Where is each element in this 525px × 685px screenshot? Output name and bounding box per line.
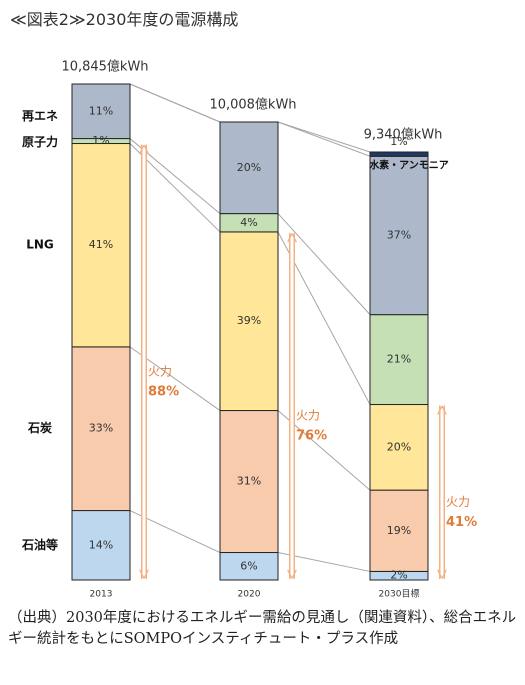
connector-line xyxy=(277,121,371,153)
category-label: 2013 xyxy=(90,590,113,600)
series-name-label: 石炭 xyxy=(27,420,52,435)
data-label: 41% xyxy=(89,238,113,251)
connector-line xyxy=(277,121,371,157)
data-label: 20% xyxy=(387,440,411,453)
series-name-label: 再エネ xyxy=(22,109,58,123)
total-label: 10,008億kWh xyxy=(209,97,296,113)
data-label: 33% xyxy=(89,422,113,435)
series-name-label: 原子力 xyxy=(22,134,58,149)
connector-line xyxy=(129,83,221,123)
bar-segment-2013-LNG xyxy=(71,143,131,348)
bar-segment-2030目標-石炭 xyxy=(369,489,429,572)
series-name-label: LNG xyxy=(26,238,54,252)
thermal-value: 88% xyxy=(148,384,179,399)
data-label: 39% xyxy=(237,314,261,327)
total-label: 10,845億kWh xyxy=(61,59,148,75)
annotation-label: 水素・アンモニア xyxy=(368,158,449,171)
series-name-label: 石油等 xyxy=(21,537,58,552)
chart-title: ≪図表2≫2030年度の電源構成 xyxy=(10,10,239,29)
bar-segment-2030目標-LNG xyxy=(369,404,429,491)
thermal-label: 火力 xyxy=(296,408,320,422)
bar-segment-2030目標-再エネ xyxy=(369,155,429,316)
source-note: （出典）2030年度におけるエネルギー需給の見通し（関連資料）、総合エネルギー統… xyxy=(8,610,517,647)
data-label: 1% xyxy=(92,134,109,147)
stacked-bar-chart: 14% 33% 41% 1% 11% 10,845億kWh 2013 6% 31% 39% 4% 20… xyxy=(21,59,477,600)
bar-segment-2020-LNG xyxy=(219,231,279,412)
data-label: 14% xyxy=(89,538,113,551)
data-label: 19% xyxy=(387,524,411,537)
bar-segment-2020-再エネ xyxy=(219,121,279,215)
bar-segment-2013-石油等 xyxy=(71,510,131,581)
data-label: 2% xyxy=(390,569,407,582)
data-label: 20% xyxy=(237,161,261,174)
data-label: 21% xyxy=(387,353,411,366)
bar-segment-2013-石炭 xyxy=(71,346,131,512)
data-label: 1% xyxy=(390,135,407,148)
thermal-label: 火力 xyxy=(446,495,470,509)
connector-line xyxy=(277,213,371,315)
thermal-value: 41% xyxy=(446,515,477,530)
data-label: 37% xyxy=(387,228,411,241)
data-label: 11% xyxy=(89,104,113,117)
thermal-label: 火力 xyxy=(148,364,172,378)
total-label: 9,340億kWh xyxy=(364,127,443,143)
bar-segment-2030目標-水素・アンモニア xyxy=(369,151,429,157)
bar-segment-2013-再エネ xyxy=(71,83,131,140)
data-label: 4% xyxy=(240,216,257,229)
thermal-value: 76% xyxy=(296,428,327,443)
category-label: 2020 xyxy=(238,590,261,600)
category-label: 2030目標 xyxy=(379,588,420,600)
data-label: 6% xyxy=(240,559,257,572)
data-label: 31% xyxy=(237,475,261,488)
